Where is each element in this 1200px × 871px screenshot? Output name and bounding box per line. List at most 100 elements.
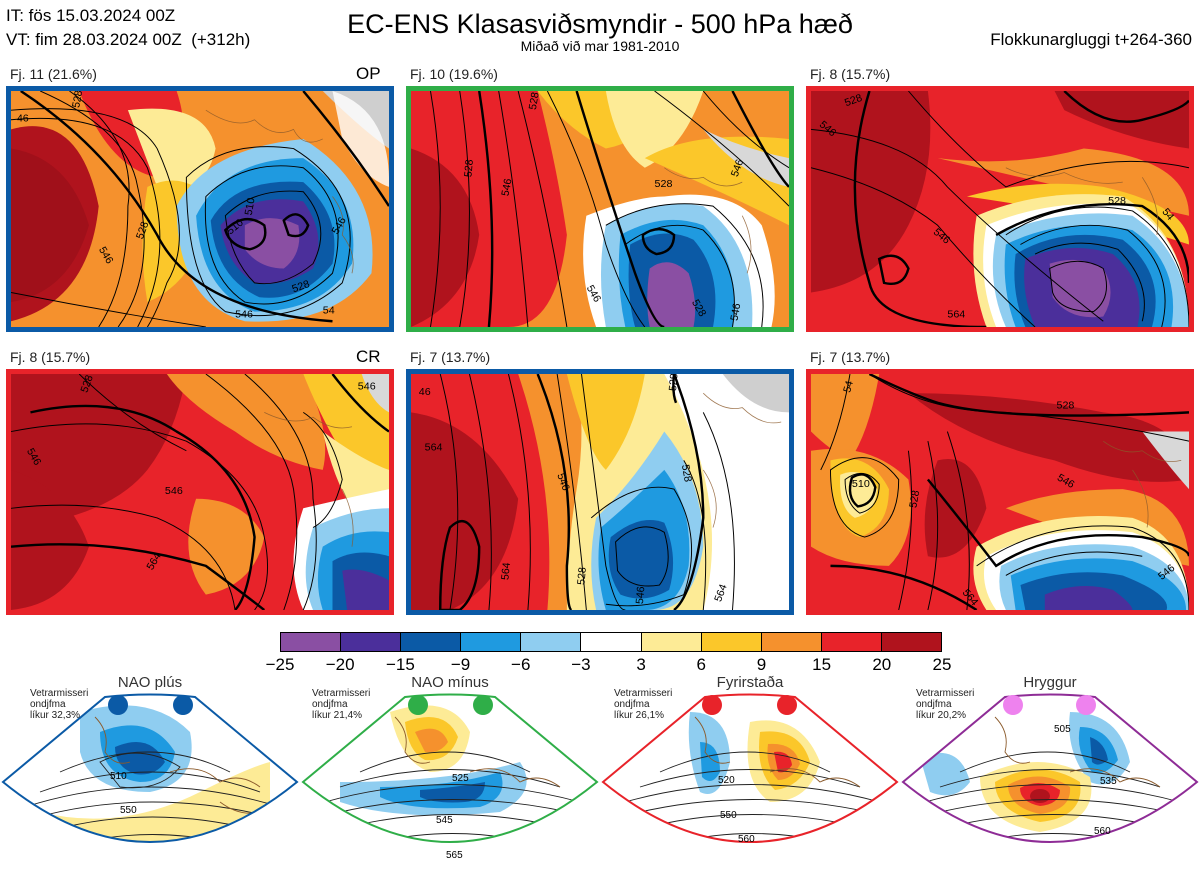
contour-label: 546: [554, 472, 572, 493]
regime-title: Hryggur: [1023, 674, 1077, 691]
contour-label: 46: [17, 113, 29, 125]
cluster-map-2: 528 546 528 546 528 546 528 546: [406, 86, 794, 332]
contour-label: 545: [436, 815, 453, 826]
colorbar-swatch: [881, 633, 942, 651]
contour-label: 528: [667, 374, 681, 392]
regime-dot: [777, 695, 797, 715]
cluster-map-3: 528 546 528 546 564 54: [806, 86, 1194, 332]
contour-label: 546: [729, 158, 747, 179]
contour-label: 54: [841, 379, 856, 393]
colorbar-swatch: [641, 633, 702, 651]
contour-label: 528: [134, 220, 152, 241]
contour-label: 505: [1054, 724, 1071, 735]
contour-label: 546: [235, 308, 253, 320]
contour-label: 46: [419, 386, 431, 398]
contour-label: 560: [1094, 826, 1111, 837]
regime-note: Vetrarmisseri ondjfma líkur 20,2%: [916, 688, 975, 721]
cluster-map-6: 54 528 510 528 546 564 546: [806, 369, 1194, 615]
contour-label: 564: [499, 562, 513, 581]
colorbar-swatch: [521, 633, 582, 651]
contour-label: 510: [243, 197, 258, 216]
contour-label: 565: [446, 850, 463, 861]
regime-blocking: 520 550 560 Fyrirstaða Vetrarmisseri ondj…: [600, 672, 900, 871]
contour-label: 528: [843, 92, 864, 109]
valid-time: VT: fim 28.03.2024 00Z (+312h): [6, 30, 251, 49]
regime-note: Vetrarmisseri ondjfma líkur 21,4%: [312, 688, 371, 721]
contour-label: 564: [947, 308, 965, 320]
contour-label: 564: [712, 583, 730, 604]
contour-label: 528: [527, 91, 542, 110]
colorbar-tick-label: 6: [696, 655, 706, 674]
regime-title: NAO mínus: [411, 674, 489, 691]
regime-nao-minus: 525 545 565 NAO mínus Vetrarmisseri ondjf…: [300, 672, 600, 871]
regime-dot: [173, 695, 193, 715]
colorbar: [280, 632, 942, 652]
cluster-label-6: Fj. 7 (13.7%): [810, 349, 891, 365]
cluster-label-3: Fj. 8 (15.7%): [810, 66, 891, 82]
colorbar-swatch: [821, 633, 882, 651]
regime-title: Fyrirstaða: [716, 674, 784, 691]
header-times: IT: fös 15.03.2024 00Z VT: fim 28.03.2024…: [6, 4, 250, 52]
contour-label: 546: [165, 485, 183, 497]
initial-time: IT: fös 15.03.2024 00Z: [6, 6, 176, 25]
regime-dot: [108, 695, 128, 715]
page-subtitle: Miðað við mar 1981-2010: [520, 38, 680, 54]
contour-label: 560: [738, 834, 755, 845]
regime-ridge: 505 535 560 Hryggur Vetrarmisseri ondjfma…: [900, 672, 1200, 871]
regime-dot: [473, 695, 493, 715]
regime-dot: [408, 695, 428, 715]
regime-nao-plus: 510 550 NAO plús Vetrarmisseri ondjfma lík…: [0, 672, 300, 871]
contour-label: 528: [679, 464, 694, 483]
cluster-label-5: Fj. 7 (13.7%): [410, 349, 491, 365]
contour-label: 528: [907, 489, 922, 508]
contour-label: 546: [634, 586, 648, 605]
regime-note: Vetrarmisseri ondjfma líkur 26,1%: [614, 688, 673, 721]
colorbar-swatch: [461, 633, 522, 651]
contour-label: 550: [720, 810, 737, 821]
contour-label: 528: [462, 159, 476, 178]
classification-window: Flokkunargluggi t+264-360: [990, 30, 1192, 49]
contour-label: 528: [1057, 400, 1075, 412]
contour-label: 525: [452, 773, 469, 784]
regime-dot: [1003, 695, 1023, 715]
contour-label: 535: [1100, 776, 1117, 787]
cluster-map-1: 46 528 546 510 528 546 510 528 546 54: [6, 86, 394, 332]
contour-label: 520: [718, 775, 735, 786]
colorbar-tick-label: 9: [756, 655, 767, 674]
regime-note: Vetrarmisseri ondjfma líkur 32,3%: [30, 688, 89, 721]
colorbar-swatch: [281, 633, 342, 651]
contour-label: 546: [728, 302, 743, 321]
colorbar-swatch: [761, 633, 822, 651]
cluster-label-4: Fj. 8 (15.7%): [10, 349, 91, 365]
colorbar-swatch: [701, 633, 762, 651]
cluster-map-4: 528 546 546 546 564: [6, 369, 394, 615]
contour-label: 528: [575, 567, 589, 586]
colorbar-swatch: [581, 633, 642, 651]
colorbar-tick-label: −25: [265, 655, 295, 674]
contour-label: 528: [1108, 195, 1126, 207]
colorbar-tick-label: −20: [325, 655, 355, 674]
contour-label: 528: [78, 374, 96, 394]
contour-label: 510: [852, 478, 870, 490]
cluster-map-5: 46 564 546 528 528 564 528 546 564: [406, 369, 794, 615]
colorbar-tick-label: −15: [385, 655, 415, 674]
cluster-label-2: Fj. 10 (19.6%): [410, 66, 498, 82]
cluster-label-1: Fj. 11 (21.6%): [10, 66, 97, 82]
contour-label: 54: [323, 305, 335, 317]
colorbar-tick-label: −9: [450, 655, 471, 674]
colorbar-tick-label: 25: [932, 655, 952, 674]
regime-dot: [702, 695, 722, 715]
contour-label: 546: [499, 178, 514, 197]
contour-label: 550: [120, 805, 137, 816]
regime-dot: [1076, 695, 1096, 715]
contour-label: 528: [70, 91, 85, 109]
colorbar-swatch: [401, 633, 462, 651]
contour-label: 528: [655, 178, 673, 190]
contour-label: 546: [358, 380, 376, 392]
colorbar-tick-label: 15: [812, 655, 832, 674]
colorbar-tick-label: −3: [571, 655, 591, 674]
contour-label: 528: [290, 278, 311, 295]
cluster-tag-1: OP: [356, 64, 381, 83]
contour-label: 564: [425, 442, 443, 454]
regime-title: NAO plús: [117, 674, 183, 691]
